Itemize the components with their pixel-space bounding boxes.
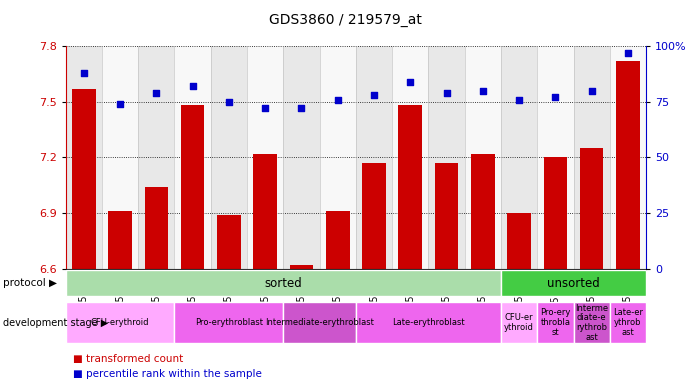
Bar: [544, 157, 567, 269]
Bar: [362, 163, 386, 269]
Bar: [211, 46, 247, 269]
Bar: [66, 302, 174, 343]
Bar: [435, 163, 458, 269]
Bar: [537, 46, 574, 269]
Bar: [181, 106, 205, 269]
Point: [115, 101, 126, 107]
Point: [477, 88, 489, 94]
Bar: [356, 46, 392, 269]
Bar: [609, 46, 646, 269]
Text: GDS3860 / 219579_at: GDS3860 / 219579_at: [269, 13, 422, 27]
Text: unsorted: unsorted: [547, 277, 600, 290]
Bar: [319, 46, 356, 269]
Text: CFU-erythroid: CFU-erythroid: [91, 318, 149, 327]
Text: ■ percentile rank within the sample: ■ percentile rank within the sample: [73, 369, 261, 379]
Point: [332, 96, 343, 103]
Bar: [102, 46, 138, 269]
Point: [151, 90, 162, 96]
Point: [223, 99, 234, 105]
Text: protocol ▶: protocol ▶: [3, 278, 57, 288]
Bar: [574, 302, 610, 343]
Bar: [538, 302, 574, 343]
Point: [586, 88, 597, 94]
Point: [441, 90, 452, 96]
Bar: [217, 215, 240, 269]
Bar: [464, 46, 501, 269]
Bar: [356, 302, 501, 343]
Bar: [501, 46, 537, 269]
Bar: [580, 148, 603, 269]
Text: Intermediate-erythroblast: Intermediate-erythroblast: [265, 318, 374, 327]
Bar: [392, 46, 428, 269]
Bar: [471, 154, 495, 269]
Bar: [283, 46, 319, 269]
Text: Late-erythroblast: Late-erythroblast: [392, 318, 465, 327]
Text: CFU-er
ythroid: CFU-er ythroid: [504, 313, 534, 332]
Bar: [144, 187, 168, 269]
Point: [78, 70, 89, 76]
Text: Interme
diate-e
rythrob
ast: Interme diate-e rythrob ast: [575, 303, 608, 342]
Text: Pro-erythroblast: Pro-erythroblast: [195, 318, 263, 327]
Bar: [66, 46, 102, 269]
Bar: [290, 265, 313, 269]
Bar: [501, 302, 538, 343]
Bar: [428, 46, 464, 269]
Bar: [501, 270, 646, 296]
Bar: [399, 106, 422, 269]
Bar: [138, 46, 174, 269]
Bar: [574, 46, 609, 269]
Text: Pro-ery
throbla
st: Pro-ery throbla st: [540, 308, 571, 337]
Point: [260, 105, 271, 111]
Bar: [616, 61, 640, 269]
Point: [405, 79, 416, 85]
Bar: [174, 46, 211, 269]
Bar: [247, 46, 283, 269]
Bar: [108, 211, 132, 269]
Point: [550, 94, 561, 100]
Bar: [326, 211, 350, 269]
Bar: [174, 302, 283, 343]
Bar: [72, 89, 95, 269]
Text: development stage ▶: development stage ▶: [3, 318, 108, 328]
Text: ■ transformed count: ■ transformed count: [73, 354, 183, 364]
Point: [368, 92, 379, 98]
Bar: [609, 302, 646, 343]
Point: [187, 83, 198, 89]
Point: [296, 105, 307, 111]
Bar: [507, 213, 531, 269]
Point: [623, 50, 634, 56]
Text: sorted: sorted: [265, 277, 302, 290]
Text: Late-er
ythrob
ast: Late-er ythrob ast: [613, 308, 643, 337]
Bar: [283, 302, 356, 343]
Bar: [254, 154, 277, 269]
Point: [513, 96, 524, 103]
Bar: [66, 270, 501, 296]
